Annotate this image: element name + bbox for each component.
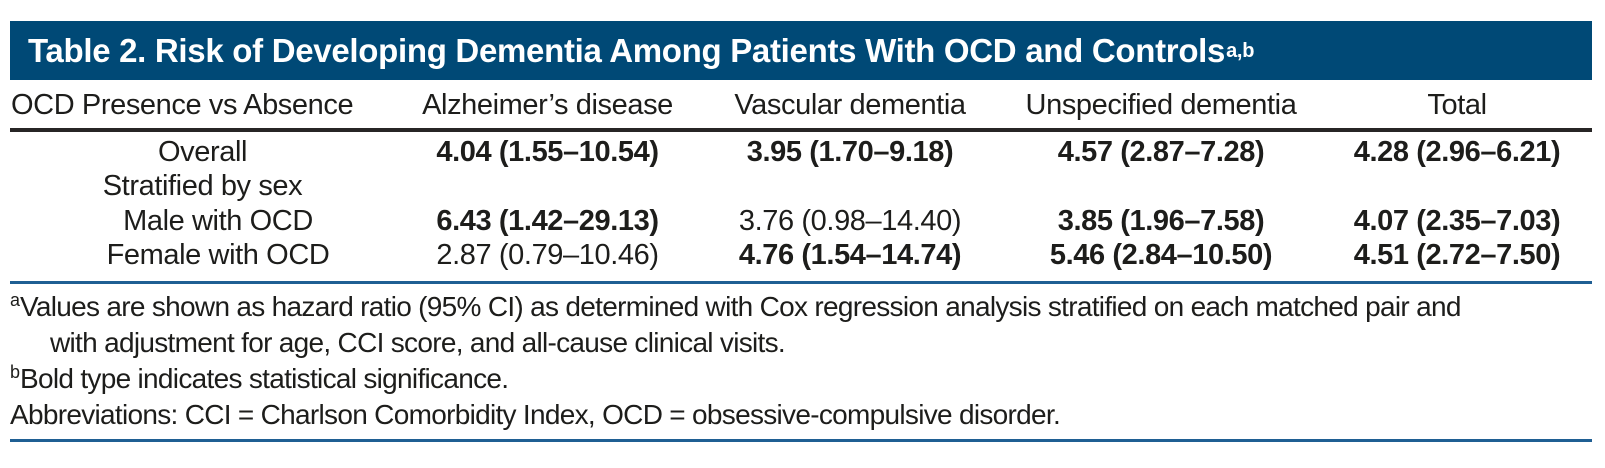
empty-cell bbox=[1000, 169, 1322, 204]
footnotes: aValues are shown as hazard ratio (95% C… bbox=[10, 289, 1592, 433]
value-cell: 5.46 (2.84–10.50) bbox=[1049, 239, 1273, 271]
col-header-ocd-presence: OCD Presence vs Absence bbox=[10, 80, 395, 132]
empty-cell bbox=[395, 169, 700, 204]
value-cell: 4.51 (2.72–7.50) bbox=[1353, 239, 1561, 271]
col-header-unspecified: Unspecified dementia bbox=[1000, 80, 1322, 132]
value-cell: 4.76 (1.54–14.74) bbox=[738, 239, 962, 271]
value-cell: 4.28 (2.96–6.21) bbox=[1353, 136, 1561, 168]
value-cell: 6.43 (1.42–29.13) bbox=[436, 205, 659, 237]
table-row-male-with-ocd: Male with OCD 6.43 (1.42–29.13) 3.76 (0.… bbox=[10, 204, 1592, 239]
risk-table: OCD Presence vs Absence Alzheimer’s dise… bbox=[10, 80, 1592, 284]
col-header-alzheimers: Alzheimer’s disease bbox=[395, 80, 700, 132]
col-header-vascular: Vascular dementia bbox=[700, 80, 1000, 132]
table-title: Table 2. Risk of Developing Dementia Amo… bbox=[28, 31, 1226, 69]
empty-cell bbox=[700, 169, 1000, 204]
footnote-a-line-1: aValues are shown as hazard ratio (95% C… bbox=[10, 289, 1592, 325]
col-header-total: Total bbox=[1322, 80, 1592, 132]
row-label: Overall bbox=[157, 136, 248, 168]
empty-cell bbox=[1322, 169, 1592, 204]
footnote-a-text: Values are shown as hazard ratio (95% CI… bbox=[20, 291, 1461, 322]
row-label: Male with OCD bbox=[123, 205, 313, 237]
footnote-a-marker: a bbox=[10, 290, 21, 310]
table-title-bar: Table 2. Risk of Developing Dementia Amo… bbox=[10, 21, 1592, 80]
value-cell: 4.07 (2.35–7.03) bbox=[1353, 205, 1561, 237]
row-label: Stratified by sex bbox=[102, 170, 303, 202]
footnote-b-marker: b bbox=[10, 362, 21, 382]
value-cell: 4.04 (1.55–10.54) bbox=[436, 136, 659, 168]
value-cell: 4.57 (2.87–7.28) bbox=[1057, 136, 1265, 168]
column-header-row: OCD Presence vs Absence Alzheimer’s dise… bbox=[10, 80, 1592, 132]
value-cell: 3.95 (1.70–9.18) bbox=[746, 136, 954, 168]
value-cell: 2.87 (0.79–10.46) bbox=[436, 239, 659, 271]
footnote-b: bBold type indicates statistical signifi… bbox=[10, 361, 1592, 397]
row-label: Female with OCD bbox=[106, 239, 330, 271]
value-cell: 3.76 (0.98–14.40) bbox=[738, 205, 962, 237]
bottom-rule bbox=[10, 439, 1592, 442]
table-row-overall: Overall 4.04 (1.55–10.54) 3.95 (1.70–9.1… bbox=[10, 130, 1592, 169]
table-row-female-with-ocd: Female with OCD 2.87 (0.79–10.46) 4.76 (… bbox=[10, 239, 1592, 283]
value-cell: 3.85 (1.96–7.58) bbox=[1057, 205, 1265, 237]
table-card: Table 2. Risk of Developing Dementia Amo… bbox=[10, 21, 1592, 442]
footnote-b-text: Bold type indicates statistical signific… bbox=[20, 363, 509, 394]
footnote-a-line-2: with adjustment for age, CCI score, and … bbox=[50, 327, 786, 358]
table-row-stratified-by-sex: Stratified by sex bbox=[10, 169, 1592, 204]
footnote-abbreviations: Abbreviations: CCI = Charlson Comorbidit… bbox=[10, 399, 1061, 430]
